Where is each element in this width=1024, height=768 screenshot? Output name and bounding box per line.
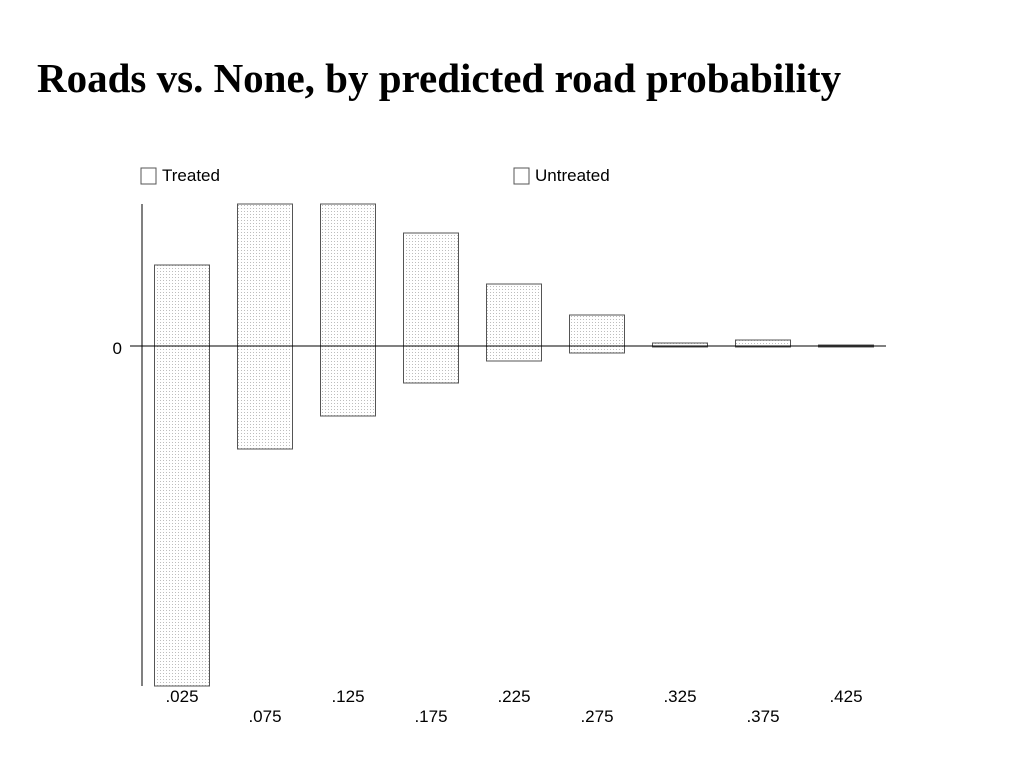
bar-untreated-6 [569,345,625,354]
y-tick-label-zero: 0 [113,339,122,358]
bar-treated-2 [237,203,293,347]
x-tick-label: .025 [165,687,198,706]
legend-label-treated: Treated [162,166,220,185]
legend-item-untreated: Untreated [513,166,610,185]
x-tick-label: .375 [746,707,779,726]
legend-label-untreated: Untreated [535,166,610,185]
legend-item-treated: Treated [140,166,220,185]
bar-treated-4 [403,232,459,347]
x-tick-label: .125 [331,687,364,706]
page-title: Roads vs. None, by predicted road probab… [37,55,842,101]
bar-untreated-5 [486,345,542,362]
legend: Treated Untreated [140,166,610,185]
bar-untreated-1 [154,345,210,687]
x-tick-label: .425 [829,687,862,706]
bar-treated-6 [569,314,625,347]
legend-swatch-treated [140,167,157,185]
x-tick-label: .225 [497,687,530,706]
x-tick-label: .175 [414,707,447,726]
x-tick-label: .275 [580,707,613,726]
bar-treated-8 [735,339,791,347]
bar-untreated-3 [320,345,376,417]
bar-treated-1 [154,264,210,347]
x-tick-label: .075 [248,707,281,726]
legend-swatch-untreated [513,167,530,185]
x-tick-labels: .025 .075 .125 .175 .225 .275 .325 .375 .425 [165,687,862,726]
bar-treated-3 [320,203,376,347]
bar-treated-5 [486,283,542,347]
bars [154,203,874,687]
bar-untreated-2 [237,345,293,450]
bar-untreated-4 [403,345,459,384]
x-tick-label: .325 [663,687,696,706]
